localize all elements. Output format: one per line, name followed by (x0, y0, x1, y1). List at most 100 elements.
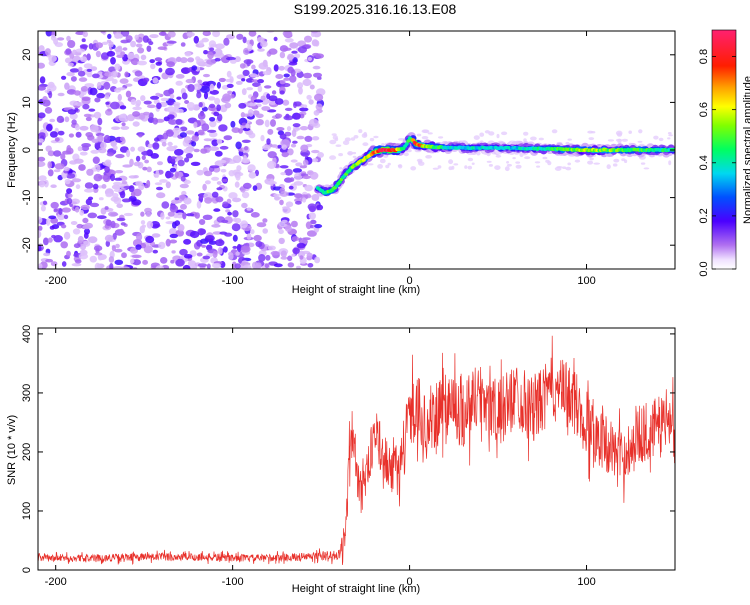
spectrogram-noise-cell (38, 161, 46, 167)
spectrogram-noise-cell (329, 155, 337, 160)
spectrogram-noise-cell (60, 224, 67, 229)
spectrogram-noise-cell (667, 132, 672, 135)
spectrogram-noise-cell (197, 228, 205, 236)
spectrogram-noise-cell (427, 132, 433, 135)
spectrogram-noise-cell (145, 212, 152, 217)
spectrogram-noise-cell (66, 197, 73, 205)
spectrogram-noise-cell (73, 90, 81, 96)
spectrogram-noise-cell (302, 78, 312, 87)
y-tick-label: 200 (21, 443, 33, 461)
spectrogram-noise-cell (551, 129, 558, 134)
spectrogram-noise-cell (228, 192, 238, 199)
spectrogram-noise-cell (165, 181, 171, 189)
spectrogram-noise-cell (222, 201, 229, 208)
spectrogram-noise-cell (89, 202, 100, 208)
spectrogram-noise-cell (117, 93, 123, 102)
spectrogram-noise-cell (241, 78, 246, 82)
spectrogram-noise-cell (79, 44, 88, 49)
spectrogram-noise-cell (62, 150, 72, 155)
spectrogram-noise-cell (157, 46, 167, 50)
spectrogram-noise-cell (612, 163, 618, 167)
spectrogram-noise-cell (88, 108, 96, 112)
spectrogram-noise-cell (94, 262, 101, 269)
y-tick-label: -20 (21, 237, 33, 253)
spectrogram-noise-cell (221, 178, 228, 183)
spectrogram-noise-cell (208, 40, 217, 48)
spectrogram-noise-cell (121, 180, 128, 185)
spectrogram-noise-cell (291, 253, 296, 257)
spectrogram-noise-cell (70, 221, 78, 225)
spectrogram-noise-cell (130, 247, 138, 254)
spectrogram-noise-cell (245, 78, 255, 83)
colorbar: 0.0 0.2 0.4 0.6 0.8 Normalized spectral ampl… (698, 29, 750, 277)
spectrogram-noise-cell (38, 216, 43, 224)
y-tick-label: 100 (21, 502, 33, 520)
spectrogram-noise-cell (173, 145, 178, 149)
spectrogram-noise-cell (79, 243, 87, 251)
spectrogram-noise-cell (617, 138, 622, 144)
spectrogram-noise-cell (243, 264, 252, 269)
spectrogram-noise-cell (246, 207, 252, 211)
spectrogram-noise-cell (160, 212, 165, 220)
spectrogram-noise-cell (352, 155, 357, 158)
spectrogram-noise-cell (198, 102, 203, 108)
spectrogram-noise-cell (115, 154, 125, 159)
spectrogram-noise-cell (105, 101, 110, 105)
spectrogram-noise-cell (61, 207, 71, 213)
spectrogram-noise-cell (310, 219, 317, 225)
spectrogram-noise-cell (209, 47, 215, 51)
spectrogram-noise-cell (115, 243, 120, 249)
spectrogram-noise-cell (504, 166, 510, 172)
spectrogram-noise-cell (253, 234, 262, 242)
spectrogram-noise-cell (44, 107, 53, 114)
spectrogram-noise-cell (113, 188, 123, 193)
spectrogram-noise-cell (151, 233, 161, 238)
spectrogram-noise-cell (212, 31, 221, 38)
spectrogram-noise-cell (157, 161, 163, 166)
spectrogram-noise-cell (268, 48, 278, 55)
spectrogram-noise-cell (136, 233, 143, 241)
spectrogram-noise-cell (53, 208, 58, 213)
spectrogram-noise-cell (241, 139, 251, 143)
spectrogram-x-label: Height of straight line (km) (292, 284, 420, 296)
spectrogram-noise-cell (73, 243, 81, 249)
spectrogram-noise-cell (176, 96, 182, 100)
spectrogram-noise-cell (203, 138, 212, 142)
spectrogram-noise-cell (303, 72, 312, 79)
spectrogram-noise-cell (267, 160, 277, 169)
spectrogram-noise-cell (104, 166, 110, 174)
spectrogram-noise-cell (146, 220, 154, 229)
spectrogram-noise-cell (38, 142, 43, 146)
spectrogram-noise-cell (209, 83, 215, 92)
spectrogram-noise-cell (133, 188, 142, 197)
spectrogram-noise-cell (209, 146, 220, 151)
spectrogram-noise-cell (85, 116, 92, 122)
y-tick-label: 20 (21, 49, 33, 61)
spectrogram-noise-cell (167, 31, 176, 38)
spectrogram-noise-cell (280, 250, 287, 258)
spectrogram-noise-cell (163, 89, 173, 97)
spectrogram-noise-cell (152, 249, 158, 254)
spectrogram-noise-cell (135, 103, 141, 108)
spectrogram-noise-cell (207, 129, 217, 133)
spectrogram-noise-cell (180, 203, 187, 210)
spectrogram-noise-cell (287, 262, 295, 268)
spectrogram-noise-cell (296, 82, 304, 89)
spectrogram-noise-cell (288, 61, 298, 66)
spectrogram-noise-cell (278, 237, 285, 245)
spectrogram-noise-cell (158, 31, 167, 36)
spectrogram-noise-cell (279, 147, 289, 153)
spectrogram-noise-cell (122, 164, 133, 168)
spectrogram-noise-cell (464, 165, 468, 169)
spectrogram-noise-cell (89, 124, 99, 133)
spectrogram-noise-cell (266, 93, 271, 100)
spectrogram-noise-cell (227, 211, 233, 216)
spectrogram-noise-cell (146, 166, 152, 173)
spectrogram-noise-cell (219, 231, 228, 235)
spectrogram-noise-cell (103, 81, 111, 90)
spectrogram-noise-cell (186, 130, 195, 135)
spectrogram-noise-cell (82, 31, 89, 38)
spectrogram-noise-cell (180, 42, 186, 47)
spectrogram-noise-cell (135, 43, 143, 48)
spectrogram-noise-cell (130, 40, 137, 48)
